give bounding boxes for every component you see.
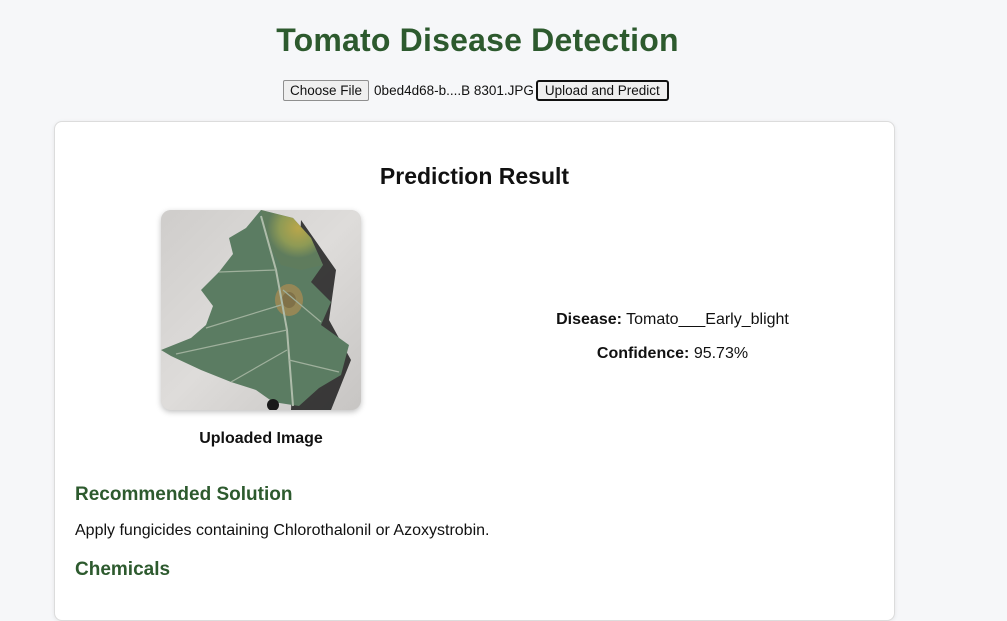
uploaded-image-caption: Uploaded Image bbox=[199, 430, 323, 447]
confidence-label: Confidence: bbox=[596, 345, 690, 362]
disease-result: Disease: Tomato___Early_blight bbox=[475, 311, 870, 329]
chemicals-heading: Chemicals bbox=[75, 559, 171, 580]
upload-and-predict-button[interactable]: Upload and Predict bbox=[535, 80, 669, 101]
confidence-value: 95.73% bbox=[693, 345, 749, 362]
upload-form: Choose File 0bed4d68-b....B 8301.JPG Upl… bbox=[283, 80, 669, 101]
recommended-solution-heading: Recommended Solution bbox=[75, 484, 293, 505]
disease-value: Tomato___Early_blight bbox=[626, 311, 789, 328]
uploaded-leaf-image bbox=[161, 210, 361, 410]
choose-file-button[interactable]: Choose File bbox=[283, 80, 370, 101]
tomato-leaf-photo bbox=[161, 210, 361, 410]
confidence-result: Confidence: 95.73% bbox=[475, 345, 870, 363]
selected-file-name: 0bed4d68-b....B 8301.JPG bbox=[374, 83, 534, 98]
prediction-result-heading: Prediction Result bbox=[379, 163, 570, 189]
prediction-result-card: Prediction Result bbox=[54, 121, 895, 621]
page-title: Tomato Disease Detection bbox=[276, 22, 679, 58]
recommended-solution-text: Apply fungicides containing Chlorothalon… bbox=[75, 522, 490, 539]
disease-label: Disease: bbox=[556, 311, 622, 328]
